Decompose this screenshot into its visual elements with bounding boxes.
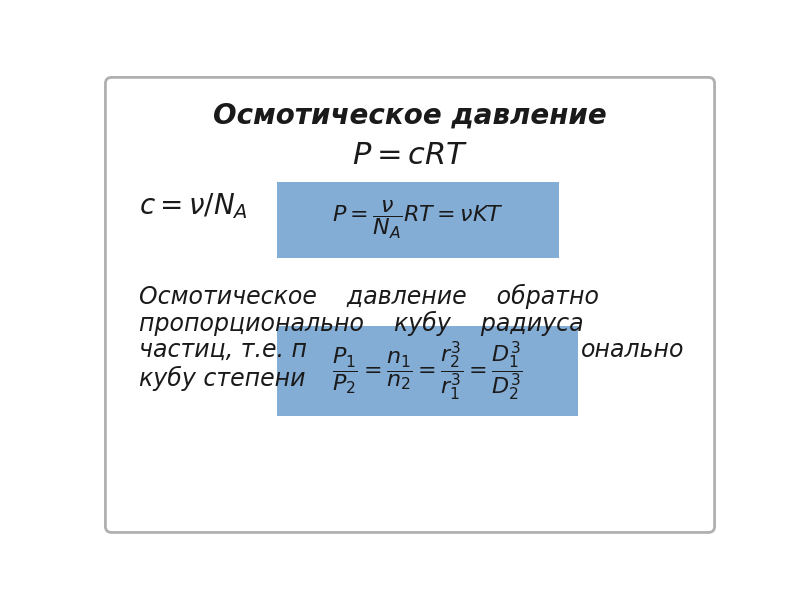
FancyBboxPatch shape <box>277 182 558 259</box>
Text: Осмотическое    давление    обратно: Осмотическое давление обратно <box>138 284 598 309</box>
Text: пропорционально    кубу    радиуса: пропорционально кубу радиуса <box>138 311 583 336</box>
Text: Осмотическое давление: Осмотическое давление <box>213 101 607 129</box>
Text: частиц, т.е. п: частиц, т.е. п <box>138 338 306 362</box>
Text: $\dfrac{P_1}{P_2} = \dfrac{n_1}{n_2} = \dfrac{r_2^3}{r_1^3} = \dfrac{D_1^3}{D_2^: $\dfrac{P_1}{P_2} = \dfrac{n_1}{n_2} = \… <box>332 339 522 403</box>
FancyBboxPatch shape <box>277 326 578 416</box>
Text: $P = cRT$: $P = cRT$ <box>352 141 468 170</box>
Text: онально: онально <box>581 338 684 362</box>
Text: $c = \nu/N_A$: $c = \nu/N_A$ <box>138 191 248 221</box>
Text: $P = \dfrac{\nu}{N_A} RT = \nu KT$: $P = \dfrac{\nu}{N_A} RT = \nu KT$ <box>332 199 504 241</box>
Text: кубу степени: кубу степени <box>138 366 306 391</box>
FancyBboxPatch shape <box>106 77 714 532</box>
